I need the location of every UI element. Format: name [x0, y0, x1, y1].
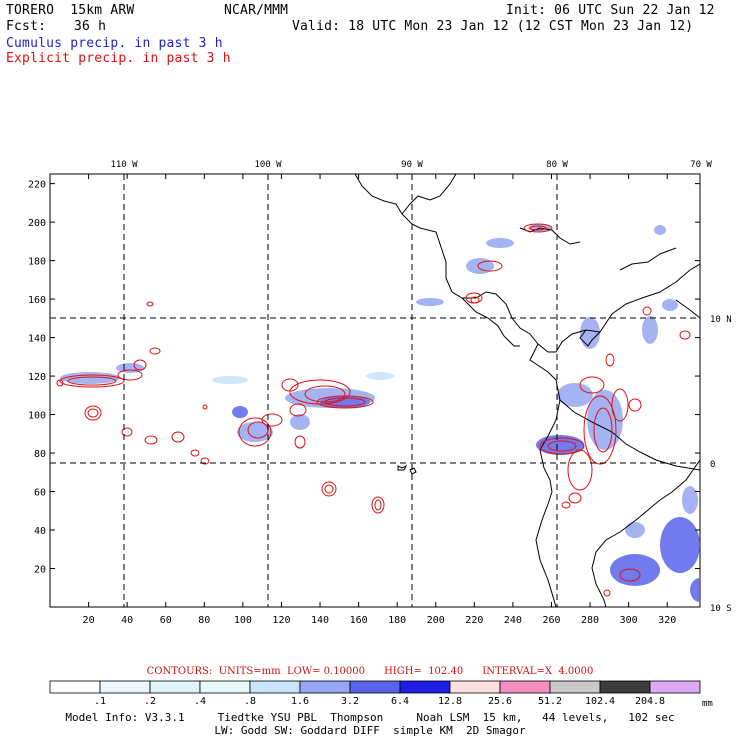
latitude-labels: 10 N 0 10 S — [710, 315, 732, 614]
x-tick-label: 80 — [198, 615, 210, 626]
legend-explicit: Explicit precip. in past 3 h — [6, 51, 231, 66]
cumulus-precip — [60, 224, 700, 602]
x-tick-label: 140 — [311, 615, 329, 626]
y-tick-label: 140 — [28, 334, 46, 345]
colorbar-swatch — [449, 680, 501, 694]
colorbar-label: 6.4 — [391, 696, 409, 707]
colorbar-swatch — [549, 680, 601, 694]
coastlines — [354, 174, 700, 607]
y-tick-label: 20 — [34, 565, 46, 576]
x-tick-label: 20 — [83, 615, 95, 626]
colorbar-label: 204.8 — [635, 696, 665, 707]
model-title: TORERO 15km ARW — [6, 3, 135, 18]
colorbar-label: 1.6 — [291, 696, 309, 707]
x-tick-label: 180 — [388, 615, 406, 626]
x-tick-label: 320 — [658, 615, 676, 626]
x-tick-label: 120 — [272, 615, 290, 626]
x-tick-label: 220 — [465, 615, 483, 626]
lon-label-70w: 70 W — [690, 160, 712, 170]
colorbar-swatch — [349, 680, 401, 694]
forecast-hour: 36 h — [74, 19, 107, 34]
y-tick-label: 60 — [34, 488, 46, 499]
y-tick-labels: 20 40 60 80 100 120 140 160 180 200 220 — [28, 180, 46, 576]
colorbar-swatch — [649, 680, 701, 694]
x-tick-label: 200 — [427, 615, 445, 626]
x-tick-label: 40 — [121, 615, 133, 626]
colorbar-label: .8 — [244, 696, 256, 707]
explicit-precip — [56, 223, 691, 597]
x-tick-label: 260 — [542, 615, 560, 626]
lon-label-90w: 90 W — [401, 160, 423, 170]
colorbar-labels: .1 .2 .4 .8 1.6 3.2 6.4 12.8 25.6 51.2 102.4 204.8 — [94, 696, 665, 707]
valid-time: Valid: 18 UTC Mon 23 Jan 12 (12 CST Mon … — [292, 19, 694, 34]
x-tick-labels: 20 40 60 80 100 120 140 160 180 200 220 240 260 280 30… — [83, 615, 677, 626]
colorbar-label: .1 — [94, 696, 106, 707]
colorbar-swatch — [499, 680, 551, 694]
contours-info: CONTOURS: UNITS=mm LOW= 0.10000 HIGH= 10… — [146, 666, 594, 677]
colorbar-label: 51.2 — [538, 696, 562, 707]
x-tick-label: 100 — [234, 615, 252, 626]
y-tick-label: 120 — [28, 372, 46, 383]
org-label: NCAR/MMM — [224, 3, 289, 18]
colorbar-swatch — [149, 680, 201, 694]
y-tick-label: 180 — [28, 257, 46, 268]
lat-label-10s: 10 S — [710, 604, 732, 614]
init-time: Init: 06 UTC Sun 22 Jan 12 — [506, 3, 715, 18]
y-tick-label: 80 — [34, 449, 46, 460]
x-tick-label: 240 — [504, 615, 522, 626]
colorbar-swatch — [599, 680, 651, 694]
x-tick-label: 160 — [350, 615, 368, 626]
colorbar-label: .2 — [144, 696, 156, 707]
colorbar-swatch — [299, 680, 351, 694]
lat-label-0: 0 — [710, 460, 715, 470]
graticule — [50, 174, 700, 607]
y-tick-label: 160 — [28, 295, 46, 306]
colorbar-unit: mm — [702, 699, 713, 709]
axis-ticks — [50, 174, 700, 607]
colorbar-label: 25.6 — [488, 696, 512, 707]
colorbar-swatch — [199, 680, 251, 694]
y-tick-label: 100 — [28, 411, 46, 422]
colorbar-label: 102.4 — [585, 696, 615, 707]
y-tick-label: 40 — [34, 526, 46, 537]
forecast-label: Fcst: — [6, 19, 47, 34]
colorbar-label: .4 — [194, 696, 206, 707]
model-info-line2: LW: Godd SW: Goddard DIFF simple KM 2D S… — [214, 724, 526, 737]
x-tick-label: 280 — [581, 615, 599, 626]
colorbar-swatch — [49, 680, 101, 694]
colorbar — [49, 680, 701, 694]
lat-label-10n: 10 N — [710, 315, 732, 325]
colorbar-label: 3.2 — [341, 696, 359, 707]
colorbar-swatch — [99, 680, 151, 694]
longitude-labels: 110 W 100 W 90 W 80 W 70 W — [110, 160, 712, 170]
y-tick-label: 200 — [28, 218, 46, 229]
model-info-line1: Model Info: V3.3.1 Tiedtke YSU PBL Thomp… — [65, 711, 675, 724]
colorbar-swatch — [399, 680, 451, 694]
x-tick-label: 60 — [160, 615, 172, 626]
lon-label-80w: 80 W — [546, 160, 568, 170]
colorbar-swatch — [249, 680, 301, 694]
x-tick-label: 300 — [620, 615, 638, 626]
lon-label-100w: 100 W — [254, 160, 282, 170]
legend-cumulus: Cumulus precip. in past 3 h — [6, 36, 223, 51]
colorbar-label: 12.8 — [438, 696, 462, 707]
y-tick-label: 220 — [28, 180, 46, 191]
lon-label-110w: 110 W — [110, 160, 138, 170]
